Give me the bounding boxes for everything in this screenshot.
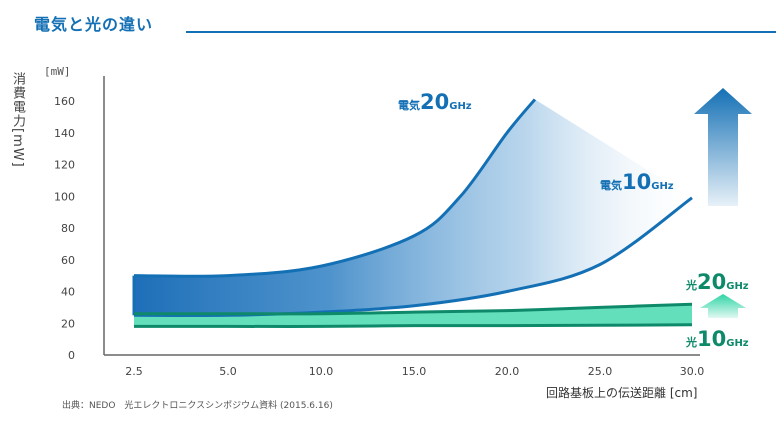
y-tick-label: 140: [54, 127, 75, 140]
series-label-number: 20: [420, 90, 450, 114]
y-tick-label: 100: [54, 190, 75, 203]
series-label-number: 20: [697, 270, 727, 294]
series-label-optical-10ghz: 光10GHz: [686, 327, 749, 351]
x-axis-label: 回路基板上の伝送距離 [cm]: [546, 386, 698, 400]
x-tick-label: 20.0: [495, 365, 520, 378]
series-label-prefix: 光: [686, 279, 697, 292]
increase-arrow-icon: [694, 88, 752, 206]
x-tick-label: 5.0: [219, 365, 237, 378]
page-title: 電気と光の違い: [34, 15, 154, 34]
series-label-prefix: 光: [686, 336, 697, 349]
source-note: 出典：NEDO 光エレクトロニクスシンポジウム資料 (2015.6.16): [62, 401, 333, 411]
series-line-1: [133, 196, 693, 318]
series-label-number: 10: [622, 170, 652, 194]
y-tick-label: 120: [54, 159, 75, 172]
y-tick-label: 40: [61, 286, 75, 299]
series-label-unit: GHz: [651, 181, 674, 192]
series-label-prefix: 電気: [600, 179, 622, 192]
x-tick-label: 2.5: [125, 365, 143, 378]
title-underline: [186, 31, 776, 33]
series-line-3: [134, 323, 693, 328]
series-label-optical-20ghz: 光20GHz: [686, 270, 749, 294]
electric-band-fill: [134, 99, 692, 316]
y-tick-label: 80: [61, 222, 75, 235]
series-label-prefix: 電気: [398, 99, 420, 112]
y-axis-label: 消費電力[mW]: [10, 72, 25, 168]
x-tick-label: 15.0: [402, 365, 427, 378]
y-axis-unit: [mW]: [44, 65, 71, 78]
y-tick-label: 0: [68, 349, 75, 362]
y-tick-label: 60: [61, 254, 75, 267]
y-tick-label: 160: [54, 95, 75, 108]
series-label-unit: GHz: [726, 281, 749, 292]
y-tick-label: 20: [61, 317, 75, 330]
series-label-number: 10: [697, 327, 727, 351]
x-tick-label: 10.0: [309, 365, 334, 378]
series-label-electric-10ghz: 電気10GHz: [600, 170, 674, 194]
series-label-unit: GHz: [726, 338, 749, 349]
x-tick-label: 30.0: [680, 365, 705, 378]
series-line-0: [133, 98, 537, 278]
x-tick-label: 25.0: [588, 365, 613, 378]
small-increase-arrow-icon: [700, 294, 746, 318]
series-label-unit: GHz: [449, 101, 472, 112]
series-label-electric-20ghz: 電気20GHz: [398, 90, 472, 114]
series-line-2: [134, 302, 693, 316]
